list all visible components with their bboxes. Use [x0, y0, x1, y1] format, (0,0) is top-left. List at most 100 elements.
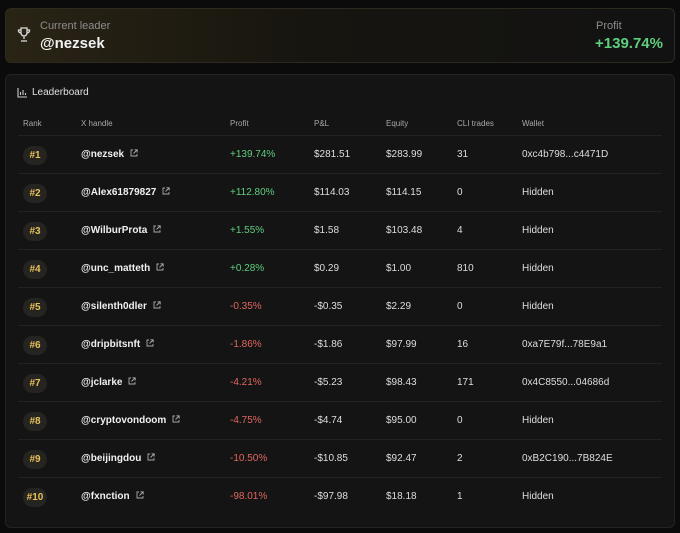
wallet: Hidden [522, 187, 554, 198]
rank-badge: #3 [23, 222, 47, 241]
handle[interactable]: @cryptovondoom [81, 402, 180, 440]
leaderboard-row: #4 @unc_matteth +0.28% $0.29 $1.00 810 Hidden [18, 249, 662, 288]
handle[interactable]: @unc_matteth [81, 250, 164, 288]
rank-badge: #6 [23, 336, 47, 355]
cli-trades: 0 [457, 301, 463, 312]
cli-trades: 810 [457, 263, 474, 274]
pnl: -$0.35 [314, 301, 343, 312]
rank-badge: #10 [23, 488, 47, 507]
rank-badge: #8 [23, 412, 47, 431]
leaderboard-card: Leaderboard Rank X handle Profit P&L Equity C… [5, 74, 675, 528]
handle[interactable]: @jclarke [81, 364, 137, 402]
column-header: Wallet [522, 119, 544, 128]
pnl: -$1.86 [314, 339, 343, 350]
leaderboard-row: #2 @Alex61879827 +112.80% $114.03 $114.15 0 Hi… [18, 173, 662, 212]
handle[interactable]: @Alex61879827 [81, 174, 171, 212]
equity: $1.00 [386, 263, 412, 274]
rank-badge: #2 [23, 184, 47, 203]
pnl: -$97.98 [314, 491, 348, 502]
equity: $114.15 [386, 187, 422, 198]
cli-trades: 0 [457, 415, 463, 426]
external-link-icon[interactable] [153, 301, 161, 309]
wallet: Hidden [522, 263, 554, 274]
equity: $95.00 [386, 415, 417, 426]
wallet: Hidden [522, 225, 554, 236]
cli-trades: 1 [457, 491, 463, 502]
leaderboard-row: #1 @nezsek +139.74% $281.51 $283.99 31 0xc4b79… [18, 135, 662, 174]
external-link-icon[interactable] [162, 187, 171, 195]
equity: $98.43 [386, 377, 417, 388]
leader-handle: @nezsek [40, 35, 105, 52]
profit: -1.86% [230, 339, 262, 350]
cli-trades: 2 [457, 453, 463, 464]
external-link-icon[interactable] [147, 453, 155, 461]
external-link-icon[interactable] [156, 263, 164, 271]
leaderboard-title: Leaderboard [32, 87, 89, 98]
equity: $97.99 [386, 339, 417, 350]
profit: -98.01% [230, 491, 268, 502]
chart-icon [17, 88, 27, 98]
handle[interactable]: @dripbitsnft [81, 326, 154, 364]
external-link-icon[interactable] [153, 225, 161, 233]
equity: $92.47 [386, 453, 417, 464]
wallet: 0xB2C190...7B824E [522, 453, 613, 464]
handle[interactable]: @fxnction [81, 478, 144, 516]
handle[interactable]: @silenth0dler [81, 288, 161, 326]
pnl: $1.58 [314, 225, 340, 236]
wallet: 0xc4b798...c4471D [522, 149, 609, 160]
column-header: Rank [23, 119, 42, 128]
pnl: -$5.23 [314, 377, 343, 388]
equity: $283.99 [386, 149, 423, 160]
leaderboard-row: #3 @WilburProta +1.55% $1.58 $103.48 4 Hidden [18, 211, 662, 250]
profit: +112.80% [230, 187, 275, 198]
leaderboard-row: #6 @dripbitsnft -1.86% -$1.86 $97.99 16 0xa7E7… [18, 325, 662, 364]
profit: -10.50% [230, 453, 268, 464]
external-link-icon[interactable] [136, 491, 144, 499]
column-header: Equity [386, 119, 409, 128]
external-link-icon[interactable] [172, 415, 180, 423]
wallet: 0xa7E79f...78E9a1 [522, 339, 608, 350]
pnl: $114.03 [314, 187, 350, 198]
trophy-icon [17, 27, 31, 42]
equity: $103.48 [386, 225, 423, 236]
leaderboard-row: #5 @silenth0dler -0.35% -$0.35 $2.29 0 Hidden [18, 287, 662, 326]
leaderboard-row: #8 @cryptovondoom -4.75% -$4.74 $95.00 0 Hidde… [18, 401, 662, 440]
cli-trades: 31 [457, 149, 469, 160]
external-link-icon[interactable] [130, 149, 138, 157]
cli-trades: 4 [457, 225, 463, 236]
column-header: P&L [314, 119, 330, 128]
wallet: Hidden [522, 301, 554, 312]
external-link-icon[interactable] [146, 339, 154, 347]
profit: +0.28% [230, 263, 265, 274]
rank-badge: #7 [23, 374, 47, 393]
profit: -0.35% [230, 301, 262, 312]
profit-label: Profit [596, 20, 622, 32]
leaderboard-row: #10 @fxnction -98.01% -$97.98 $18.18 1 Hidden [18, 477, 662, 516]
wallet: Hidden [522, 491, 554, 502]
rank-badge: #1 [23, 146, 47, 165]
leaderboard-row: #7 @jclarke -4.21% -$5.23 $98.43 171 0x4C8550.… [18, 363, 662, 402]
pnl: -$10.85 [314, 453, 348, 464]
cli-trades: 0 [457, 187, 463, 198]
pnl: -$4.74 [314, 415, 343, 426]
column-header: X handle [81, 119, 113, 128]
leader-label: Current leader [40, 20, 111, 32]
external-link-icon[interactable] [128, 377, 137, 385]
profit: -4.21% [230, 377, 262, 388]
profit: +1.55% [230, 225, 265, 236]
pnl: $281.51 [314, 149, 351, 160]
handle[interactable]: @WilburProta [81, 212, 161, 250]
column-header: Profit [230, 119, 249, 128]
handle[interactable]: @nezsek [81, 136, 138, 174]
leaderboard-row: #9 @beijingdou -10.50% -$10.85 $92.47 2 0xB2C1… [18, 439, 662, 478]
leader-profit: +139.74% [595, 35, 663, 52]
leader-card: Current leader @nezsek Profit +139.74% [5, 8, 675, 63]
column-header: CLI trades [457, 119, 494, 128]
rank-badge: #5 [23, 298, 47, 317]
rank-badge: #4 [23, 260, 47, 279]
rank-badge: #9 [23, 450, 47, 469]
handle[interactable]: @beijingdou [81, 440, 155, 478]
wallet: 0x4C8550...04686d [522, 377, 610, 388]
wallet: Hidden [522, 415, 554, 426]
